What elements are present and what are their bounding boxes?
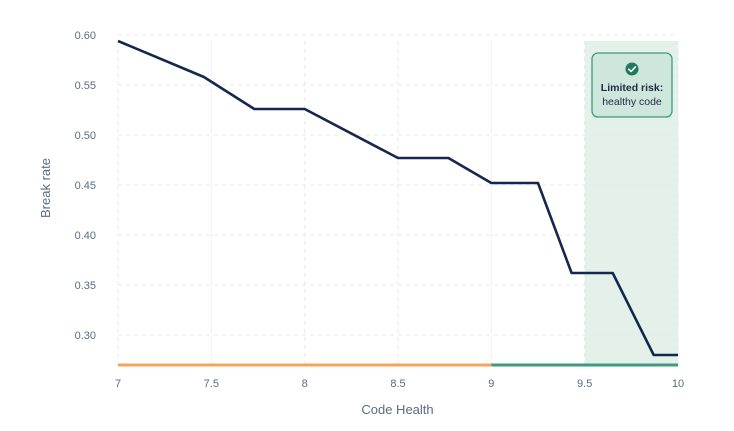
x-tick-label: 7.5 <box>204 378 219 390</box>
callout-title: Limited risk: <box>601 82 663 94</box>
y-tick-label: 0.35 <box>75 280 96 292</box>
x-tick-label: 10 <box>672 378 684 390</box>
x-tick-label: 8.5 <box>390 378 405 390</box>
x-tick-label: 8 <box>302 378 308 390</box>
y-tick-label: 0.30 <box>75 330 96 342</box>
y-tick-label: 0.60 <box>75 30 96 42</box>
limited-risk-callout: Limited risk: healthy code <box>591 52 673 118</box>
x-tick-label: 7 <box>115 378 121 390</box>
callout-subtitle: healthy code <box>602 96 662 108</box>
y-tick-label: 0.45 <box>75 180 96 192</box>
x-tick-label: 9.5 <box>577 378 592 390</box>
y-tick-label: 0.40 <box>75 230 96 242</box>
x-axis-title: Code Health <box>361 402 433 417</box>
break-rate-line <box>117 39 678 357</box>
check-circle-icon <box>625 62 639 76</box>
x-tick-label: 9 <box>488 378 494 390</box>
y-tick-label: 0.50 <box>75 130 96 142</box>
y-axis-title: Break rate <box>38 158 53 218</box>
y-tick-label: 0.55 <box>75 80 96 92</box>
callout-box <box>591 52 673 118</box>
